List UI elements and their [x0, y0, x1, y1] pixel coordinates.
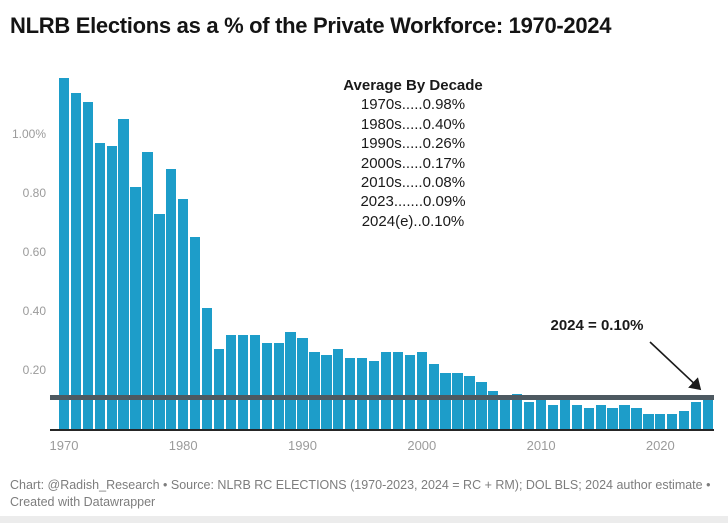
bar-1976[interactable] [130, 187, 141, 429]
callout-2024-label: 2024 = 0.10% [550, 317, 644, 334]
bar-1984[interactable] [225, 335, 237, 429]
bar-2022[interactable] [679, 411, 690, 429]
bar-2003[interactable] [452, 373, 463, 429]
bar-1983[interactable] [213, 349, 225, 429]
bar-1998[interactable] [392, 352, 404, 429]
bar-1990[interactable] [297, 338, 308, 429]
x-axis-label-1990: 1990 [288, 438, 317, 453]
bar-1989[interactable] [285, 332, 296, 429]
bar-2008[interactable] [512, 394, 523, 429]
bar-2020[interactable] [655, 414, 666, 429]
bar-2014[interactable] [583, 408, 594, 429]
bar-2015[interactable] [595, 405, 606, 429]
reference-line-0.10 [50, 395, 714, 400]
bar-1985[interactable] [237, 335, 249, 429]
y-axis-label-0.80: 0.80 [22, 186, 46, 200]
decade-row: 2010s.....0.08% [360, 174, 466, 192]
bar-2004[interactable] [464, 376, 475, 429]
arrow-icon [649, 341, 702, 391]
bar-2007[interactable] [500, 399, 511, 429]
bar-1988[interactable] [273, 343, 284, 429]
bar-1982[interactable] [201, 308, 213, 429]
bottom-edge-strip [0, 516, 728, 523]
x-axis-label-1980: 1980 [168, 438, 198, 453]
bar-2005[interactable] [476, 382, 487, 429]
bar-2002[interactable] [440, 373, 451, 429]
decade-row: 2024(e)..0.10% [361, 212, 465, 230]
bar-2016[interactable] [607, 408, 618, 429]
bar-2023[interactable] [690, 402, 702, 429]
bar-2024[interactable] [702, 399, 714, 429]
bar-1971[interactable] [70, 93, 82, 429]
decade-average-annotation: Average By Decade 1970s.....0.98% 1980s.… [343, 76, 483, 231]
bar-1997[interactable] [380, 352, 392, 429]
x-axis-label-1970: 1970 [49, 438, 79, 453]
bar-1999[interactable] [404, 355, 416, 429]
bar-2012[interactable] [559, 399, 571, 429]
bar-1986[interactable] [249, 335, 260, 429]
bar-2006[interactable] [488, 391, 499, 429]
bar-1979[interactable] [166, 169, 177, 429]
bar-2009[interactable] [523, 402, 535, 429]
bar-2011[interactable] [547, 405, 559, 429]
y-axis-label-1.00: 1.00% [11, 127, 46, 141]
decade-row: 1980s.....0.40% [360, 115, 466, 133]
bar-1978[interactable] [154, 214, 165, 429]
bar-2013[interactable] [571, 405, 582, 429]
bar-1993[interactable] [333, 349, 344, 429]
decade-row: 1970s.....0.98% [360, 96, 466, 114]
bar-2000[interactable] [416, 352, 427, 429]
bar-1975[interactable] [118, 119, 129, 429]
y-axis-label-0.20: 0.20 [22, 363, 46, 377]
bar-1995[interactable] [356, 358, 368, 429]
y-axis-label-0.40: 0.40 [22, 304, 46, 318]
footer-attribution: Chart: @Radish_Research • Source: NLRB R… [10, 478, 711, 509]
chart-title: NLRB Elections as a % of the Private Wor… [10, 13, 612, 38]
bar-1991[interactable] [309, 352, 320, 429]
decade-annotation-header: Average By Decade [343, 77, 483, 94]
x-axis-label-2000: 2000 [407, 438, 437, 453]
bar-1977[interactable] [142, 152, 153, 429]
y-axis-label-0.60: 0.60 [22, 245, 46, 259]
bar-1987[interactable] [261, 343, 272, 429]
x-axis-baseline [50, 429, 714, 431]
bar-1992[interactable] [321, 355, 332, 429]
decade-row: 2023.......0.09% [360, 193, 466, 211]
bar-2019[interactable] [643, 414, 654, 429]
bar-1980[interactable] [178, 199, 189, 429]
bar-1994[interactable] [345, 358, 356, 429]
decade-row: 2000s.....0.17% [360, 154, 466, 172]
bar-1970[interactable] [58, 78, 70, 429]
bar-2021[interactable] [667, 414, 678, 429]
bar-2010[interactable] [535, 397, 547, 429]
bar-1981[interactable] [190, 237, 201, 429]
x-axis-label-2010: 2010 [526, 438, 556, 453]
bar-1972[interactable] [82, 102, 93, 429]
bar-2018[interactable] [631, 408, 642, 429]
x-axis-label-2020: 2020 [645, 438, 675, 453]
decade-row: 1990s.....0.26% [360, 135, 466, 153]
bar-2017[interactable] [619, 405, 630, 429]
bar-1974[interactable] [106, 146, 117, 429]
bar-1973[interactable] [94, 143, 105, 429]
